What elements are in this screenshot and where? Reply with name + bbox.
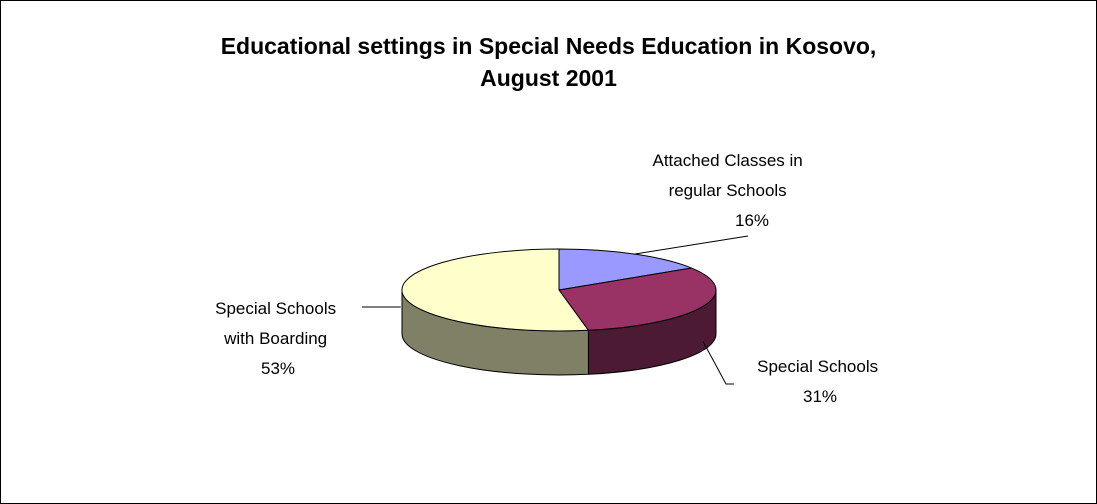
slice-label-special-schools: Special Schools 31% xyxy=(757,357,883,406)
slice-label-attached-classes: Attached Classes in regular Schools 16% xyxy=(653,151,808,230)
leader-line-special-schools xyxy=(702,341,734,385)
leader-line-attached-classes xyxy=(634,235,749,255)
slice-label-boarding-schools: Special Schools with Boarding 53% xyxy=(215,299,341,378)
leader-lines xyxy=(362,235,749,385)
pie-tops xyxy=(401,248,717,332)
pie-slice-attached-classes xyxy=(558,248,693,291)
chart-title-line-1: Educational settings in Special Needs Ed… xyxy=(220,33,877,59)
pie-slice-boarding-schools xyxy=(401,248,589,332)
chart-title: Educational settings in Special Needs Ed… xyxy=(0,30,1097,94)
pie-slice-special-schools xyxy=(558,267,717,331)
chart-title-line-2: August 2001 xyxy=(480,65,617,91)
